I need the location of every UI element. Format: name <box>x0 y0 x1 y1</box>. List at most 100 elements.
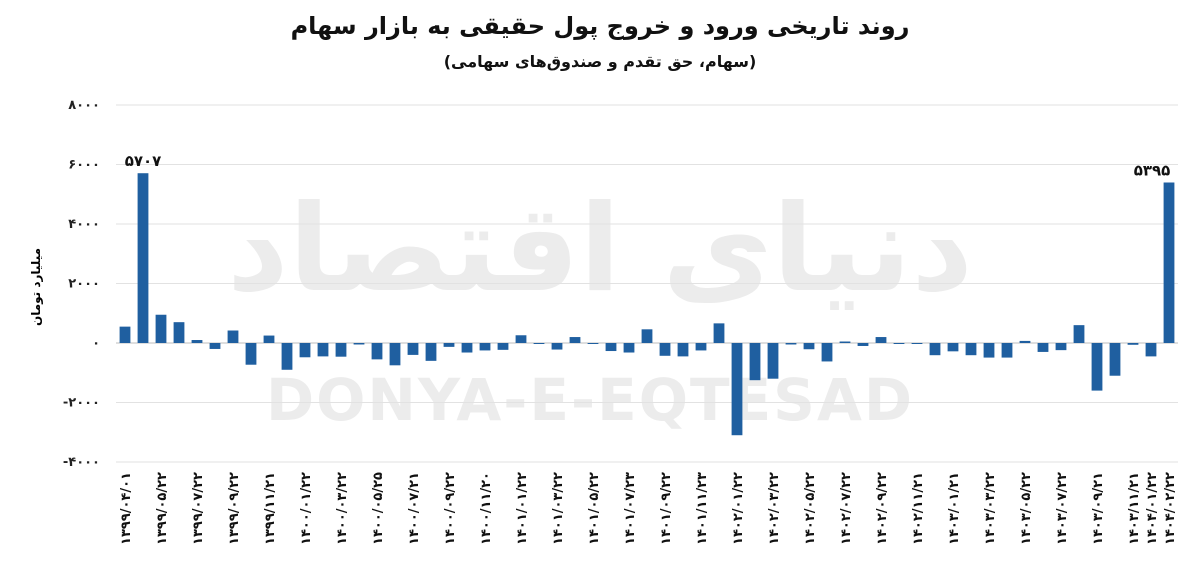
x-tick-label: ۱۳۹۹/۰۹/۲۲ <box>227 472 242 545</box>
bar <box>767 343 779 379</box>
chart-subtitle: (سهام، حق تقدم و صندوق‌های سهامی) <box>443 52 757 71</box>
bar <box>929 343 941 356</box>
bar <box>857 343 869 346</box>
bar <box>551 343 563 350</box>
bar <box>893 343 905 344</box>
x-tick-label: ۱۴۰۱/۱۱/۲۳ <box>695 472 710 545</box>
bar <box>1001 343 1013 358</box>
bar <box>479 343 491 351</box>
bar <box>407 343 419 355</box>
bar <box>803 343 815 350</box>
bar <box>461 343 473 353</box>
grid-lines <box>116 104 1178 463</box>
x-tick-label: ۱۴۰۲/۱۱/۲۱ <box>911 472 926 545</box>
bar <box>1055 343 1067 351</box>
x-tick-label: ۱۴۰۲/۰۹/۲۲ <box>875 472 890 545</box>
bar <box>299 343 311 358</box>
x-tick-label: ۱۳۹۹/۰۴/۰۱ <box>119 472 134 545</box>
bar <box>947 343 959 352</box>
x-tick-label: ۱۴۰۰/۰۳/۲۲ <box>335 472 350 545</box>
x-tick-label: ۱۴۰۱/۰۱/۲۲ <box>515 472 530 545</box>
bar <box>281 343 293 370</box>
bar <box>839 341 851 343</box>
x-axis-ticks: ۱۳۹۹/۰۴/۰۱ ۱۳۹۹/۰۵/۲۲ ۱۳۹۹/۰۷/۲۲ ۱۳۹۹/۰۹/۲۲… <box>119 472 1178 545</box>
bar <box>335 343 347 357</box>
y-tick-label: -۴۰۰۰ <box>63 455 100 470</box>
x-tick-label: ۱۳۹۹/۱۱/۲۱ <box>263 472 278 545</box>
bar <box>389 343 401 366</box>
x-tick-label: ۱۳۹۹/۰۷/۲۲ <box>191 472 206 545</box>
bar-series <box>119 173 1175 436</box>
bar <box>263 335 275 343</box>
bar <box>713 323 725 343</box>
x-tick-label: ۱۴۰۳/۰۱/۲۱ <box>947 472 962 545</box>
x-tick-label: ۱۴۰۱/۰۵/۲۲ <box>587 472 602 545</box>
bar <box>1163 182 1175 343</box>
chart-title: روند تاریخی ورود و خروج پول حقیقی به باز… <box>290 12 910 40</box>
watermark-arabic-text: دنیای اقتصاد <box>227 180 973 319</box>
bar <box>317 343 329 357</box>
x-tick-label: ۱۴۰۱/۰۹/۲۲ <box>659 472 674 545</box>
bar <box>155 314 167 343</box>
bar <box>1127 343 1139 345</box>
bar <box>191 340 203 343</box>
bar <box>983 343 995 358</box>
x-tick-label: ۱۴۰۲/۰۳/۲۲ <box>767 472 782 545</box>
bar <box>245 343 257 365</box>
bar <box>875 337 887 343</box>
bar <box>1019 340 1031 343</box>
x-tick-label: ۱۴۰۴/۰۱/۲۲ <box>1145 472 1160 545</box>
bar <box>227 330 239 343</box>
bar <box>1091 343 1103 391</box>
bar <box>533 343 545 344</box>
x-tick-label: ۱۴۰۳/۰۷/۲۲ <box>1055 472 1070 545</box>
bar <box>515 335 527 343</box>
watermark-latin-text: DONYA-E-EQTESAD <box>266 366 914 434</box>
y-tick-label: ۰ <box>92 336 100 351</box>
y-tick-label: ۲۰۰۰ <box>68 277 100 292</box>
y-tick-label: ۸۰۰۰ <box>68 98 100 113</box>
bar <box>371 343 383 360</box>
x-tick-label: ۱۴۰۲/۰۱/۲۲ <box>731 472 746 545</box>
y-axis-label: میلیارد تومان <box>29 248 44 326</box>
x-tick-label: ۱۴۰۲/۰۵/۲۲ <box>803 472 818 545</box>
y-axis-ticks: ۸۰۰۰ ۶۰۰۰ ۴۰۰۰ ۲۰۰۰ ۰ -۲۰۰۰ -۴۰۰۰ <box>63 98 100 470</box>
bar <box>1037 343 1049 352</box>
bar <box>497 343 509 350</box>
bar <box>731 343 743 436</box>
bar <box>911 343 923 344</box>
data-labels: ۵۷۰۷ ۵۳۹۵ <box>125 152 1171 179</box>
bar <box>173 322 185 343</box>
bar <box>137 173 149 343</box>
bar <box>209 343 221 349</box>
y-tick-label: ۴۰۰۰ <box>68 217 100 232</box>
bar <box>605 343 617 352</box>
bar <box>443 343 455 347</box>
bar <box>353 343 365 345</box>
x-tick-label: ۱۳۹۹/۰۵/۲۲ <box>155 472 170 545</box>
data-label: ۵۷۰۷ <box>125 152 162 170</box>
x-tick-label: ۱۴۰۱/۰۳/۲۲ <box>551 472 566 545</box>
x-tick-label: ۱۴۰۰/۰۱/۲۲ <box>299 472 314 545</box>
data-label: ۵۳۹۵ <box>1134 161 1171 179</box>
x-tick-label: ۱۴۰۰/۱۱/۲۰ <box>479 472 494 545</box>
y-tick-label: -۲۰۰۰ <box>63 396 100 411</box>
bar <box>1109 343 1121 376</box>
x-tick-label: ۱۴۰۰/۰۷/۲۱ <box>407 472 422 545</box>
bar <box>659 343 671 356</box>
bar <box>695 343 707 351</box>
bar <box>785 343 797 345</box>
x-tick-label: ۱۴۰۳/۰۳/۲۲ <box>983 472 998 545</box>
x-tick-label: ۱۴۰۰/۰۹/۲۲ <box>443 472 458 545</box>
bar <box>623 343 635 353</box>
watermark-logo: دنیای اقتصاد DONYA-E-EQTESAD <box>227 180 973 434</box>
bar <box>641 329 653 343</box>
x-tick-label: ۱۴۰۳/۰۵/۲۲ <box>1019 472 1034 545</box>
bar <box>569 337 581 343</box>
bar <box>821 343 833 362</box>
bar <box>119 326 131 343</box>
bar <box>587 343 599 344</box>
bar <box>677 343 689 357</box>
bar <box>1073 325 1085 343</box>
